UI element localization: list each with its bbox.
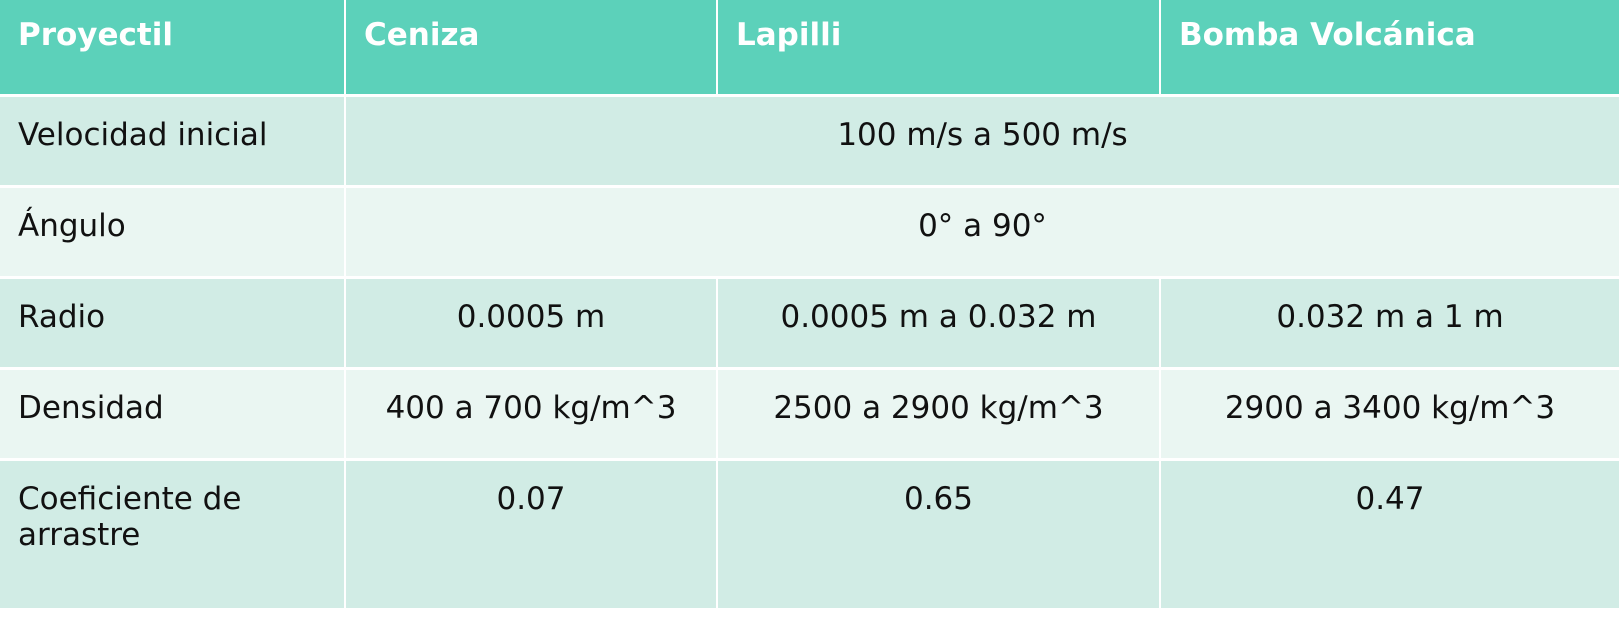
- cell-radio-ceniza: 0.0005 m: [345, 277, 718, 370]
- header-lapilli: Lapilli: [717, 0, 1161, 97]
- table-row: Velocidad inicial 100 m/s a 500 m/s: [0, 95, 1620, 188]
- cell-densidad-ceniza: 400 a 700 kg/m^3: [345, 368, 718, 461]
- row-label-radio: Radio: [0, 277, 346, 370]
- cell-densidad-lapilli: 2500 a 2900 kg/m^3: [717, 368, 1161, 461]
- table-row: Ángulo 0° a 90°: [0, 186, 1620, 279]
- header-ceniza: Ceniza: [345, 0, 718, 97]
- row-label-velocidad: Velocidad inicial: [0, 95, 346, 188]
- cell-coef-bomba: 0.47: [1160, 459, 1620, 611]
- row-label-coeficiente: Coeficiente de arrastre: [0, 459, 346, 611]
- cell-angulo-value: 0° a 90°: [345, 186, 1620, 279]
- table-row: Radio 0.0005 m 0.0005 m a 0.032 m 0.032 …: [0, 277, 1620, 370]
- cell-radio-bomba: 0.032 m a 1 m: [1160, 277, 1620, 370]
- header-proyectil: Proyectil: [0, 0, 346, 97]
- cell-coef-lapilli: 0.65: [717, 459, 1161, 611]
- header-bomba-volcanica: Bomba Volcánica: [1160, 0, 1620, 97]
- row-label-densidad: Densidad: [0, 368, 346, 461]
- table-row: Densidad 400 a 700 kg/m^3 2500 a 2900 kg…: [0, 368, 1620, 461]
- cell-densidad-bomba: 2900 a 3400 kg/m^3: [1160, 368, 1620, 461]
- table-row: Coeficiente de arrastre 0.07 0.65 0.47: [0, 459, 1620, 611]
- cell-coef-ceniza: 0.07: [345, 459, 718, 611]
- row-label-angulo: Ángulo: [0, 186, 346, 279]
- header-row: Proyectil Ceniza Lapilli Bomba Volcánica: [0, 0, 1620, 97]
- cell-radio-lapilli: 0.0005 m a 0.032 m: [717, 277, 1161, 370]
- cell-velocidad-value: 100 m/s a 500 m/s: [345, 95, 1620, 188]
